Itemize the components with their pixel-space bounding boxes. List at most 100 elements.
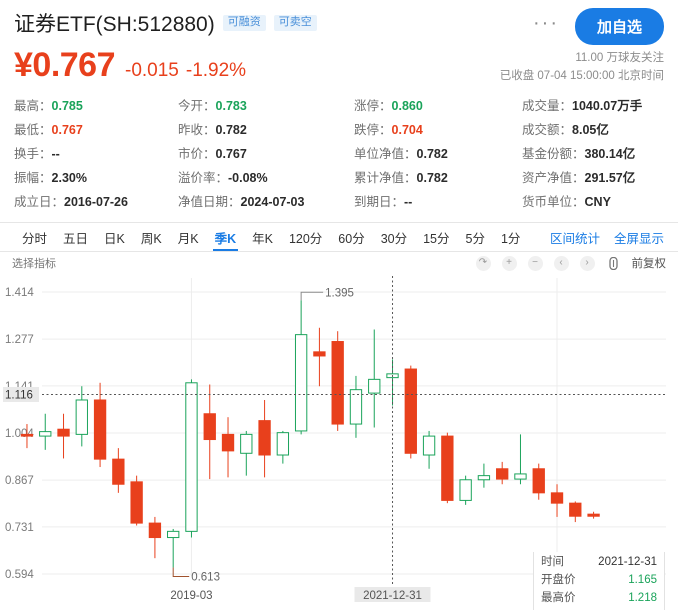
candle: [441, 432, 454, 504]
stat-value: 0.782: [416, 171, 448, 185]
period-tab-12[interactable]: 1分: [500, 231, 521, 246]
candle-body-down: [441, 435, 454, 501]
magnet-icon[interactable]: [606, 256, 621, 271]
zoom-out-icon[interactable]: −: [527, 255, 543, 271]
candle: [514, 434, 527, 485]
candle-body-down: [532, 468, 545, 494]
range-statistics-link[interactable]: 区间统计: [549, 231, 600, 246]
tag-margin-trading: 可融资: [222, 15, 266, 31]
candle-body-down: [258, 420, 271, 456]
quote-date: 07-04: [537, 69, 567, 82]
candle: [167, 528, 180, 568]
chart-canvas[interactable]: 1.4141.2771.1411.0040.8670.7310.5941.116…: [0, 274, 678, 609]
candle: [75, 386, 88, 447]
candle: [258, 399, 271, 478]
timezone-label: 北京时间: [618, 69, 664, 82]
candle: [221, 417, 235, 478]
stat-value: 0.767: [51, 123, 83, 137]
stat-value: 0.860: [391, 99, 423, 113]
candle-body-down: [496, 468, 509, 480]
chart-toolbar: ↷ + − ‹ › 前复权: [475, 255, 667, 271]
y-axis-tick-label: 0.594: [5, 569, 34, 581]
stat-label: 跌停：: [354, 123, 392, 137]
stat-value: 0.782: [416, 147, 448, 161]
stat-value: CNY: [584, 195, 611, 209]
stat-item: 今开：0.783: [178, 95, 354, 114]
candle-body-down: [203, 413, 216, 441]
period-tab-0[interactable]: 分时: [22, 231, 48, 246]
current-price: ¥0.767: [14, 46, 116, 84]
stat-value: --: [51, 147, 60, 161]
candle-body-up: [185, 382, 198, 532]
candle-body-down: [331, 341, 344, 425]
stat-label: 振幅：: [14, 171, 52, 185]
period-tab-1[interactable]: 五日: [63, 231, 89, 246]
add-to-watchlist-button[interactable]: 加自选: [574, 8, 664, 45]
select-indicator-label[interactable]: 选择指标: [12, 258, 56, 270]
candle-body-up: [368, 378, 381, 394]
ohlc-info-panel: 时间2021-12-31开盘价1.165最高价1.218最低价1.084收盘价1…: [533, 552, 665, 610]
stat-label: 换手：: [14, 147, 52, 161]
undo-icon[interactable]: ↷: [475, 255, 491, 271]
period-tab-4[interactable]: 月K: [177, 231, 199, 246]
period-tab-11[interactable]: 5分: [465, 231, 485, 246]
candle-body-up: [167, 530, 180, 539]
stat-value: --: [404, 195, 413, 209]
stat-label: 今开：: [178, 99, 216, 113]
period-tab-10[interactable]: 15分: [423, 231, 450, 246]
candle: [569, 501, 582, 523]
adjustment-type-label[interactable]: 前复权: [631, 258, 667, 270]
period-tab-9[interactable]: 30分: [380, 231, 408, 246]
stat-label: 资产净值：: [522, 171, 585, 185]
period-tab-7[interactable]: 120分: [288, 231, 323, 246]
stat-label: 涨停：: [354, 99, 392, 113]
more-options-icon[interactable]: ···: [533, 11, 559, 34]
period-tab-2[interactable]: 日K: [104, 231, 125, 246]
candle-body-down: [93, 399, 107, 460]
fullscreen-link[interactable]: 全屏显示: [613, 231, 664, 246]
annotation-low-label: 0.613: [191, 571, 220, 583]
stat-label: 累计净值：: [354, 171, 417, 185]
stat-label: 基金份额：: [522, 147, 585, 161]
y-axis-tick-label: 1.414: [5, 287, 34, 299]
market-status: 已收盘: [499, 69, 535, 82]
candle: [148, 516, 162, 559]
period-tab-8[interactable]: 60分: [338, 231, 365, 246]
candle-body-down: [587, 513, 600, 517]
candle-body-up: [514, 473, 527, 480]
stat-item: 单位净值：0.782: [354, 143, 522, 162]
period-tab-6[interactable]: 年K: [252, 231, 273, 246]
stat-label: 市价：: [178, 147, 216, 161]
stat-value: -0.08%: [228, 171, 268, 185]
stat-value: 2.30%: [51, 171, 87, 185]
x-axis-tick-label: 2021-12-31: [363, 590, 422, 602]
candle-body-down: [130, 481, 143, 524]
candle: [532, 463, 545, 500]
stat-label: 成立日：: [14, 195, 65, 209]
stat-item: 换手：--: [14, 143, 178, 162]
market-status-line: 已收盘 07-04 15:00:00 北京时间: [500, 68, 664, 86]
candlestick-chart[interactable]: 1.414 1.277 1.141 1.004 0.867 0.731 0.594 1.116…: [0, 274, 678, 610]
y-axis-tick-label: 0.867: [5, 475, 34, 487]
header-actions: ··· 加自选: [533, 8, 664, 45]
annotation-leader-low: [172, 567, 190, 577]
stat-item: 市价：0.767: [178, 143, 354, 162]
candle-body-down: [313, 351, 326, 357]
followers-count: 11.00: [575, 52, 604, 64]
chevron-left-icon[interactable]: ‹: [553, 255, 569, 271]
period-tab-3[interactable]: 周K: [140, 231, 162, 246]
stat-value: 291.57亿: [584, 171, 636, 185]
stats-grid: 最高：0.785 今开：0.783 涨停：0.860 成交量：1040.07万手 最低：…: [14, 95, 664, 210]
candle: [313, 327, 326, 387]
period-tab-5[interactable]: 季K: [207, 223, 245, 251]
period-tabs: 分时 五日 日K 周K 月K 季K 年K 120分 60分 30分 15分 5分 1分: [14, 223, 528, 251]
chevron-right-icon[interactable]: ›: [579, 255, 595, 271]
tag-short-selling: 可卖空: [273, 15, 317, 31]
stat-value: 2024-07-03: [240, 195, 305, 209]
quote-time: 15:00:00: [570, 69, 615, 82]
zoom-in-icon[interactable]: +: [501, 255, 517, 271]
stat-item: 净值日期：2024-07-03: [178, 191, 354, 210]
candle-body-down: [550, 492, 564, 504]
info-row: 开盘价 1.165: [541, 571, 657, 589]
candle: [130, 475, 143, 526]
